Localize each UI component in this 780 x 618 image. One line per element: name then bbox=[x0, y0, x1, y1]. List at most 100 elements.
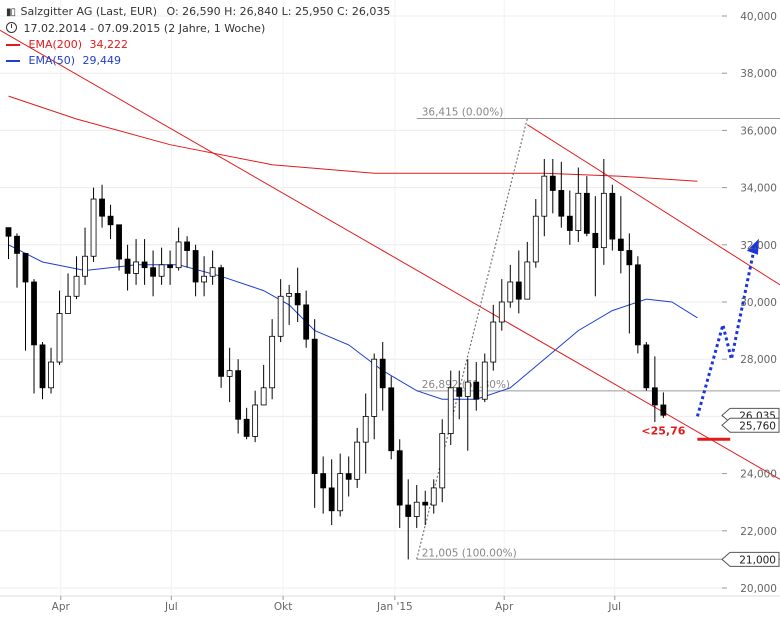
candle-body-down bbox=[660, 404, 667, 416]
candle-body-down bbox=[609, 192, 616, 240]
x-tick-label: Jul bbox=[164, 601, 178, 613]
candle-body-down bbox=[651, 387, 658, 406]
candle-body-down bbox=[235, 370, 242, 420]
candle-body-down bbox=[141, 261, 148, 269]
candle-body-up bbox=[260, 387, 267, 406]
candle-body-up bbox=[175, 241, 182, 269]
candle-body-up bbox=[56, 313, 63, 363]
candle-body-down bbox=[566, 215, 573, 231]
price-label-text: 21,000 bbox=[739, 554, 776, 566]
candle-body-up bbox=[73, 275, 80, 297]
candle-body-up bbox=[600, 192, 607, 249]
candle-body-down bbox=[124, 258, 131, 274]
price-label: 25,760 bbox=[721, 417, 780, 433]
candle-body-down bbox=[388, 387, 395, 452]
x-tick-label: Apr bbox=[52, 601, 71, 613]
y-tick-label: 34,000 bbox=[740, 183, 777, 195]
candle-body-down bbox=[634, 264, 641, 346]
ema200-swatch bbox=[6, 44, 20, 46]
candle-body-up bbox=[277, 295, 284, 337]
candle-body-up bbox=[201, 275, 208, 283]
candle-body-down bbox=[396, 450, 403, 506]
candle-body-down bbox=[99, 198, 105, 217]
chart-legend: ▮▯ Salzgitter AG (Last, EUR) O: 26,590 H… bbox=[6, 4, 390, 69]
candle-body-up bbox=[90, 198, 97, 257]
candle-body-up bbox=[413, 501, 420, 517]
candle-body-down bbox=[617, 238, 624, 251]
ema200-value: 34,222 bbox=[89, 38, 129, 51]
chart-gridlines bbox=[0, 0, 722, 596]
forecast-arrowhead bbox=[746, 238, 759, 255]
candle-body-down bbox=[218, 267, 225, 377]
candle-body-down bbox=[31, 281, 37, 346]
candle-body-up bbox=[447, 387, 454, 434]
price-label: 21,000 bbox=[721, 551, 780, 567]
candle-body-down bbox=[192, 250, 199, 283]
candle-body-down bbox=[558, 190, 565, 217]
candle-body-down bbox=[592, 232, 599, 249]
candle-body-down bbox=[22, 252, 29, 283]
candle-body-up bbox=[82, 255, 88, 277]
candle-body-down bbox=[303, 304, 310, 340]
candle-body-up bbox=[158, 264, 165, 277]
candle-body-down bbox=[473, 381, 480, 400]
y-tick-label: 22,000 bbox=[740, 526, 777, 538]
candle-body-down bbox=[456, 387, 463, 397]
candle-body-down bbox=[643, 344, 650, 389]
candle-body-up bbox=[507, 281, 514, 303]
channel-line bbox=[0, 29, 780, 480]
candle-body-up bbox=[226, 370, 233, 377]
candle-body-up bbox=[464, 381, 471, 397]
candle-body-down bbox=[549, 175, 556, 191]
annotations: <25,76 bbox=[641, 238, 759, 441]
candle-body-down bbox=[583, 192, 590, 234]
candle-body-down bbox=[39, 344, 46, 389]
candlesticks bbox=[5, 159, 667, 560]
forecast-arrow-path bbox=[695, 254, 755, 417]
y-tick-label: 30,000 bbox=[740, 297, 777, 309]
channel-line bbox=[527, 124, 780, 286]
axes: 20,00022,00024,00026,00028,00030,00032,0… bbox=[0, 11, 780, 613]
candle-body-up bbox=[362, 415, 369, 443]
candle-body-down bbox=[328, 487, 335, 512]
candle-body-down bbox=[243, 418, 250, 437]
candle-body-down bbox=[345, 473, 352, 480]
candle-body-down bbox=[167, 264, 173, 269]
candle-body-up bbox=[439, 433, 446, 489]
ohlc-values: O: 26,590 H: 26,840 L: 25,950 C: 26,035 bbox=[166, 5, 391, 18]
price-label-box bbox=[721, 417, 780, 433]
candle-body-down bbox=[422, 501, 429, 506]
candle-body-down bbox=[311, 338, 318, 474]
y-tick-label: 32,000 bbox=[740, 240, 777, 252]
instrument-title: Salzgitter AG (Last, EUR) bbox=[20, 5, 158, 18]
candle-body-down bbox=[405, 504, 412, 517]
legend-ema50-row: EMA(50) 29,449 bbox=[6, 53, 390, 69]
candle-body-down bbox=[626, 250, 633, 266]
candle-body-up bbox=[252, 404, 259, 437]
candle-body-up bbox=[209, 267, 216, 277]
candle-body-up bbox=[541, 175, 548, 217]
legend-title-row: ▮▯ Salzgitter AG (Last, EUR) O: 26,590 H… bbox=[6, 4, 390, 21]
candle-body-up bbox=[490, 321, 497, 363]
date-range: 17.02.2014 - 07.09.2015 (2 Jahre, 1 Woch… bbox=[23, 22, 266, 35]
candle-body-up bbox=[269, 335, 276, 389]
legend-ema200-row: EMA(200) 34,222 bbox=[6, 37, 390, 53]
candle-body-up bbox=[354, 441, 361, 480]
x-tick-label: Jan '15 bbox=[376, 601, 413, 613]
candle-body-down bbox=[320, 473, 327, 489]
candle-body-up bbox=[430, 487, 437, 506]
candle-body-up bbox=[65, 295, 71, 314]
candle-body-down bbox=[515, 281, 522, 300]
candle-body-up bbox=[337, 473, 344, 512]
trend-channel bbox=[0, 29, 780, 480]
x-tick-label: Apr bbox=[495, 601, 514, 613]
candle-body-up bbox=[524, 261, 531, 300]
y-tick-label: 38,000 bbox=[740, 68, 777, 80]
candle-body-down bbox=[184, 241, 191, 251]
candle-body-up bbox=[575, 192, 582, 231]
y-tick-label: 24,000 bbox=[740, 469, 777, 481]
candle-body-up bbox=[133, 261, 139, 274]
ema50-swatch bbox=[6, 60, 20, 62]
x-tick-label: Jul bbox=[607, 601, 621, 613]
